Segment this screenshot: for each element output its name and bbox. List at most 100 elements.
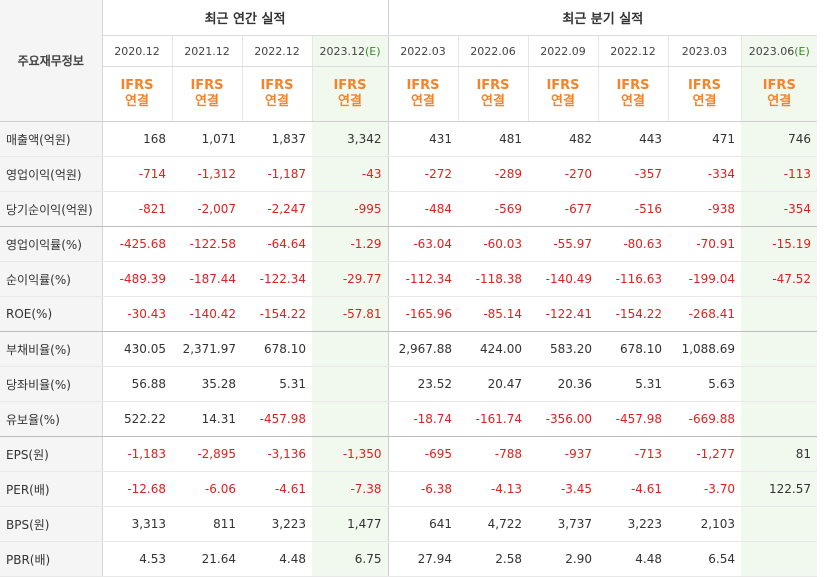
table-cell: -154.22 <box>242 296 312 332</box>
period-date: 2023.03 <box>667 35 741 67</box>
table-cell: 122.57 <box>741 471 818 507</box>
table-cell: -118.38 <box>458 261 528 297</box>
table-cell: 4.48 <box>598 541 668 577</box>
account-type: IFRS 연결 <box>241 66 312 122</box>
table-cell: -995 <box>312 191 388 227</box>
table-cell: 4,722 <box>458 506 528 542</box>
table-row: 매출액(억원) 168 1,071 1,837 3,342 431 481 482 443 471… <box>0 121 818 157</box>
table-cell <box>741 541 818 577</box>
table-cell <box>312 401 388 437</box>
account-consolidation: 연결 <box>621 94 645 109</box>
table-cell: 56.88 <box>102 366 172 402</box>
table-cell: -3.45 <box>528 471 598 507</box>
table-row: 영업이익(억원) -714 -1,312 -1,187 -43 -272 -289 -270-… <box>0 156 818 192</box>
row-label: EPS(원) <box>0 436 103 472</box>
table-cell: -2,895 <box>172 436 242 472</box>
period-date: 2021.12 <box>171 35 242 67</box>
table-cell: -12.68 <box>102 471 172 507</box>
table-cell: -122.41 <box>528 296 598 332</box>
table-cell: -669.88 <box>668 401 741 437</box>
table-cell: -7.38 <box>312 471 388 507</box>
table-cell: 21.64 <box>172 541 242 577</box>
row-label: 순이익률(%) <box>0 261 103 297</box>
period-date: 2022.03 <box>387 35 458 67</box>
table-cell: -85.14 <box>458 296 528 332</box>
table-cell: -3,136 <box>242 436 312 472</box>
table-cell: -140.49 <box>528 261 598 297</box>
table-cell: 3,223 <box>242 506 312 542</box>
table-cell: 14.31 <box>172 401 242 437</box>
table-cell: 3,223 <box>598 506 668 542</box>
table-cell: 2,967.88 <box>387 331 458 367</box>
table-cell: -47.52 <box>741 261 818 297</box>
period-date-text: 2022.09 <box>540 44 586 58</box>
table-row: 당기순이익(억원) -821 -2,007 -2,247 -995 -484 -569 -67… <box>0 191 818 227</box>
account-consolidation: 연결 <box>338 94 362 109</box>
table-cell: -140.42 <box>172 296 242 332</box>
table-cell: -714 <box>102 156 172 192</box>
quarterly-title: 최근 분기 실적 <box>387 0 818 36</box>
corner-label: 주요재무정보 <box>0 0 103 122</box>
table-cell: 471 <box>668 121 741 157</box>
table-cell: 482 <box>528 121 598 157</box>
table-cell: -569 <box>458 191 528 227</box>
table-cell: -695 <box>387 436 458 472</box>
table-cell: 583.20 <box>528 331 598 367</box>
table-cell: 27.94 <box>387 541 458 577</box>
period-date-text: 2023.12 <box>319 44 365 58</box>
period-date: 2022.12 <box>241 35 312 67</box>
table-cell: 3,313 <box>102 506 172 542</box>
period-date-text: 2023.06 <box>748 44 795 58</box>
table-cell: 678.10 <box>242 331 312 367</box>
table-cell: -334 <box>668 156 741 192</box>
table-cell: 1,071 <box>172 121 242 157</box>
table-cell: 5.31 <box>242 366 312 402</box>
table-cell: -30.43 <box>102 296 172 332</box>
account-standard: IFRS <box>333 78 367 93</box>
table-cell: -18.74 <box>387 401 458 437</box>
table-cell: -199.04 <box>668 261 741 297</box>
period-date: 2023.12(E) <box>311 35 388 67</box>
table-cell: -112.34 <box>387 261 458 297</box>
account-consolidation: 연결 <box>481 94 505 109</box>
table-cell: -484 <box>387 191 458 227</box>
table-cell: -516 <box>598 191 668 227</box>
table-cell: -43 <box>312 156 388 192</box>
table-cell: 522.22 <box>102 401 172 437</box>
account-consolidation: 연결 <box>692 94 717 109</box>
account-type: IFRS 연결 <box>527 66 598 122</box>
account-standard: IFRS <box>260 78 294 93</box>
period-date-text: 2022.06 <box>470 44 516 58</box>
table-row: PER(배) -12.68 -6.06 -4.61 -7.38 -6.38 -4.13 -3.… <box>0 471 818 507</box>
table-cell: -268.41 <box>668 296 741 332</box>
table-cell: 4.53 <box>102 541 172 577</box>
account-consolidation: 연결 <box>551 94 575 109</box>
table-cell: 5.31 <box>598 366 668 402</box>
table-cell: -122.58 <box>172 226 242 262</box>
account-type: IFRS 연결 <box>311 66 388 122</box>
account-standard: IFRS <box>616 78 650 93</box>
table-cell: -1,277 <box>668 436 741 472</box>
table-cell: 2,371.97 <box>172 331 242 367</box>
table-cell: -15.19 <box>741 226 818 262</box>
period-date-row: 2020.12 2021.12 2022.12 2023.12(E) 2022.03 20… <box>0 35 818 67</box>
table-cell: -3.70 <box>668 471 741 507</box>
table-cell: -165.96 <box>387 296 458 332</box>
account-consolidation: 연결 <box>411 94 435 109</box>
table-cell: -289 <box>458 156 528 192</box>
account-standard: IFRS <box>687 78 722 93</box>
account-type: IFRS 연결 <box>171 66 242 122</box>
account-type: IFRS 연결 <box>457 66 528 122</box>
table-cell: 20.36 <box>528 366 598 402</box>
table-cell: 641 <box>387 506 458 542</box>
table-cell: 678.10 <box>598 331 668 367</box>
table-cell: -937 <box>528 436 598 472</box>
table-cell: 6.75 <box>312 541 388 577</box>
table-cell: -122.34 <box>242 261 312 297</box>
table-cell: 746 <box>741 121 818 157</box>
period-date: 2022.09 <box>527 35 598 67</box>
table-cell: 443 <box>598 121 668 157</box>
table-cell: 811 <box>172 506 242 542</box>
table-cell: -677 <box>528 191 598 227</box>
table-row: 순이익률(%) -489.39 -187.44 -122.34 -29.77 -112.3… <box>0 261 818 297</box>
